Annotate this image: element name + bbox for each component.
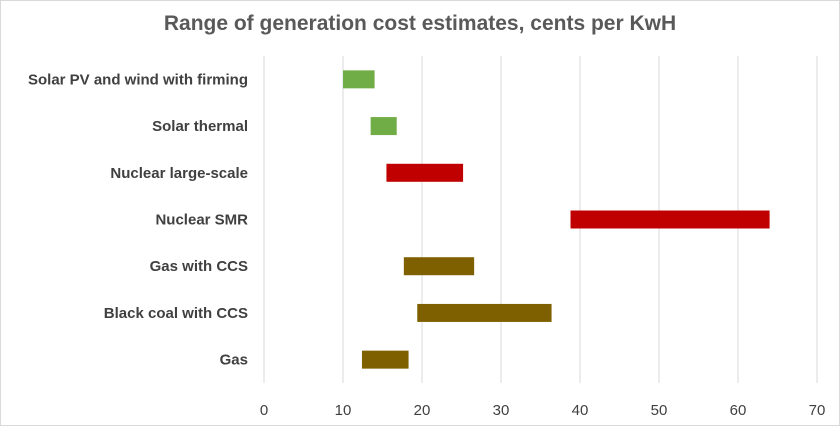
category-label: Nuclear large-scale [110,165,248,182]
chart-title: Range of generation cost estimates, cent… [163,12,677,35]
range-bar [403,257,475,276]
category-label: Solar thermal [152,118,248,135]
category-label: Gas [220,352,248,369]
category-labels: Solar PV and wind with firming Solar ther… [28,71,248,368]
category-label: Black coal with CCS [104,305,248,322]
x-tick-label: 40 [572,402,589,419]
x-tick-label: 50 [651,402,668,419]
x-tick-label: 60 [730,402,747,419]
category-label: Nuclear SMR [155,212,248,229]
range-bar [343,70,375,89]
x-axis-tick-labels: 0 10 20 30 40 50 60 70 [260,402,826,419]
range-bars [343,70,770,369]
x-tick-label: 20 [414,402,431,419]
category-label: Solar PV and wind with firming [28,71,248,88]
x-tick-label: 70 [809,402,826,419]
category-label: Gas with CCS [150,258,248,275]
range-bar [570,210,770,229]
x-tick-label: 10 [335,402,352,419]
x-tick-label: 30 [493,402,510,419]
x-tick-label: 0 [260,402,268,419]
range-bar [386,163,464,182]
range-bar [417,303,552,322]
range-bar [361,350,409,369]
range-bar [370,117,397,136]
